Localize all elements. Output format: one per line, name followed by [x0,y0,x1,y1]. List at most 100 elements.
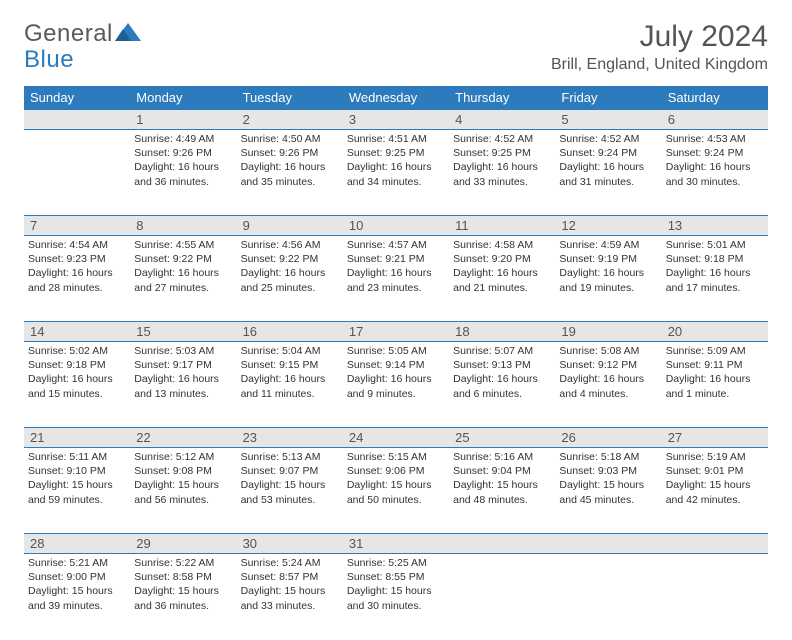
day-content-row: Sunrise: 5:11 AMSunset: 9:10 PMDaylight:… [24,448,768,534]
day-number [24,110,130,130]
day-cell: Sunrise: 5:07 AMSunset: 9:13 PMDaylight:… [449,342,555,428]
sunset-text: Sunset: 9:03 PM [559,464,657,478]
weekday-header: Tuesday [237,86,343,110]
day-cell: Sunrise: 5:03 AMSunset: 9:17 PMDaylight:… [130,342,236,428]
day-cell: Sunrise: 5:16 AMSunset: 9:04 PMDaylight:… [449,448,555,534]
sunrise-text: Sunrise: 5:04 AM [241,344,339,358]
day-cell [449,554,555,640]
day-cell: Sunrise: 5:19 AMSunset: 9:01 PMDaylight:… [662,448,768,534]
sunrise-text: Sunrise: 4:53 AM [666,132,764,146]
day-number: 9 [237,216,343,236]
sunrise-text: Sunrise: 5:15 AM [347,450,445,464]
daylight-text: Daylight: 16 hours and 13 minutes. [134,372,232,400]
weekday-header: Sunday [24,86,130,110]
logo-text-general: General [24,20,113,48]
sunset-text: Sunset: 9:22 PM [241,252,339,266]
day-number: 16 [237,322,343,342]
weekday-header: Friday [555,86,661,110]
sunset-text: Sunset: 8:57 PM [241,570,339,584]
daylight-text: Daylight: 16 hours and 30 minutes. [666,160,764,188]
sunrise-text: Sunrise: 5:03 AM [134,344,232,358]
sunset-text: Sunset: 9:19 PM [559,252,657,266]
day-number-row: 14151617181920 [24,322,768,342]
day-cell: Sunrise: 5:09 AMSunset: 9:11 PMDaylight:… [662,342,768,428]
daylight-text: Daylight: 16 hours and 36 minutes. [134,160,232,188]
day-cell: Sunrise: 4:59 AMSunset: 9:19 PMDaylight:… [555,236,661,322]
sunset-text: Sunset: 9:01 PM [666,464,764,478]
day-number: 5 [555,110,661,130]
daylight-text: Daylight: 16 hours and 27 minutes. [134,266,232,294]
sunrise-text: Sunrise: 4:52 AM [453,132,551,146]
day-cell: Sunrise: 5:04 AMSunset: 9:15 PMDaylight:… [237,342,343,428]
daylight-text: Daylight: 16 hours and 35 minutes. [241,160,339,188]
day-cell: Sunrise: 5:02 AMSunset: 9:18 PMDaylight:… [24,342,130,428]
sunset-text: Sunset: 9:26 PM [241,146,339,160]
daylight-text: Daylight: 15 hours and 56 minutes. [134,478,232,506]
daylight-text: Daylight: 15 hours and 39 minutes. [28,584,126,612]
day-cell: Sunrise: 4:50 AMSunset: 9:26 PMDaylight:… [237,130,343,216]
weekday-header: Thursday [449,86,555,110]
sunrise-text: Sunrise: 4:49 AM [134,132,232,146]
daylight-text: Daylight: 16 hours and 33 minutes. [453,160,551,188]
sunrise-text: Sunrise: 5:25 AM [347,556,445,570]
daylight-text: Daylight: 15 hours and 53 minutes. [241,478,339,506]
day-number: 30 [237,534,343,554]
day-cell: Sunrise: 5:18 AMSunset: 9:03 PMDaylight:… [555,448,661,534]
sunrise-text: Sunrise: 4:57 AM [347,238,445,252]
logo: General [24,20,141,48]
sunrise-text: Sunrise: 4:56 AM [241,238,339,252]
title-block: July 2024 Brill, England, United Kingdom [551,20,768,74]
daylight-text: Daylight: 16 hours and 17 minutes. [666,266,764,294]
sunset-text: Sunset: 9:20 PM [453,252,551,266]
day-number: 8 [130,216,236,236]
day-cell: Sunrise: 4:52 AMSunset: 9:25 PMDaylight:… [449,130,555,216]
sunset-text: Sunset: 9:08 PM [134,464,232,478]
daylight-text: Daylight: 16 hours and 6 minutes. [453,372,551,400]
sunrise-text: Sunrise: 5:18 AM [559,450,657,464]
day-cell: Sunrise: 5:15 AMSunset: 9:06 PMDaylight:… [343,448,449,534]
sunrise-text: Sunrise: 5:07 AM [453,344,551,358]
sunset-text: Sunset: 9:12 PM [559,358,657,372]
sunset-text: Sunset: 9:04 PM [453,464,551,478]
daylight-text: Daylight: 16 hours and 1 minute. [666,372,764,400]
sunrise-text: Sunrise: 5:02 AM [28,344,126,358]
day-cell: Sunrise: 4:53 AMSunset: 9:24 PMDaylight:… [662,130,768,216]
day-number: 17 [343,322,449,342]
sunset-text: Sunset: 9:14 PM [347,358,445,372]
day-cell: Sunrise: 4:58 AMSunset: 9:20 PMDaylight:… [449,236,555,322]
day-number [662,534,768,554]
sunrise-text: Sunrise: 4:59 AM [559,238,657,252]
sunset-text: Sunset: 8:58 PM [134,570,232,584]
day-number: 22 [130,428,236,448]
day-number: 31 [343,534,449,554]
day-number: 19 [555,322,661,342]
day-content-row: Sunrise: 4:54 AMSunset: 9:23 PMDaylight:… [24,236,768,322]
sunrise-text: Sunrise: 5:11 AM [28,450,126,464]
sunset-text: Sunset: 9:21 PM [347,252,445,266]
day-number: 29 [130,534,236,554]
sunrise-text: Sunrise: 5:08 AM [559,344,657,358]
daylight-text: Daylight: 15 hours and 59 minutes. [28,478,126,506]
month-title: July 2024 [551,20,768,54]
day-number: 25 [449,428,555,448]
daylight-text: Daylight: 16 hours and 19 minutes. [559,266,657,294]
day-number: 1 [130,110,236,130]
day-cell: Sunrise: 4:56 AMSunset: 9:22 PMDaylight:… [237,236,343,322]
day-cell: Sunrise: 5:05 AMSunset: 9:14 PMDaylight:… [343,342,449,428]
day-number-row: 21222324252627 [24,428,768,448]
sunrise-text: Sunrise: 4:50 AM [241,132,339,146]
day-number: 28 [24,534,130,554]
daylight-text: Daylight: 16 hours and 31 minutes. [559,160,657,188]
day-cell: Sunrise: 5:21 AMSunset: 9:00 PMDaylight:… [24,554,130,640]
day-number: 18 [449,322,555,342]
sunset-text: Sunset: 9:18 PM [666,252,764,266]
day-number: 7 [24,216,130,236]
day-number: 21 [24,428,130,448]
sunset-text: Sunset: 8:55 PM [347,570,445,584]
day-content-row: Sunrise: 5:02 AMSunset: 9:18 PMDaylight:… [24,342,768,428]
weekday-header: Saturday [662,86,768,110]
day-number-row: 28293031 [24,534,768,554]
day-cell: Sunrise: 5:24 AMSunset: 8:57 PMDaylight:… [237,554,343,640]
day-cell: Sunrise: 4:55 AMSunset: 9:22 PMDaylight:… [130,236,236,322]
sunset-text: Sunset: 9:22 PM [134,252,232,266]
